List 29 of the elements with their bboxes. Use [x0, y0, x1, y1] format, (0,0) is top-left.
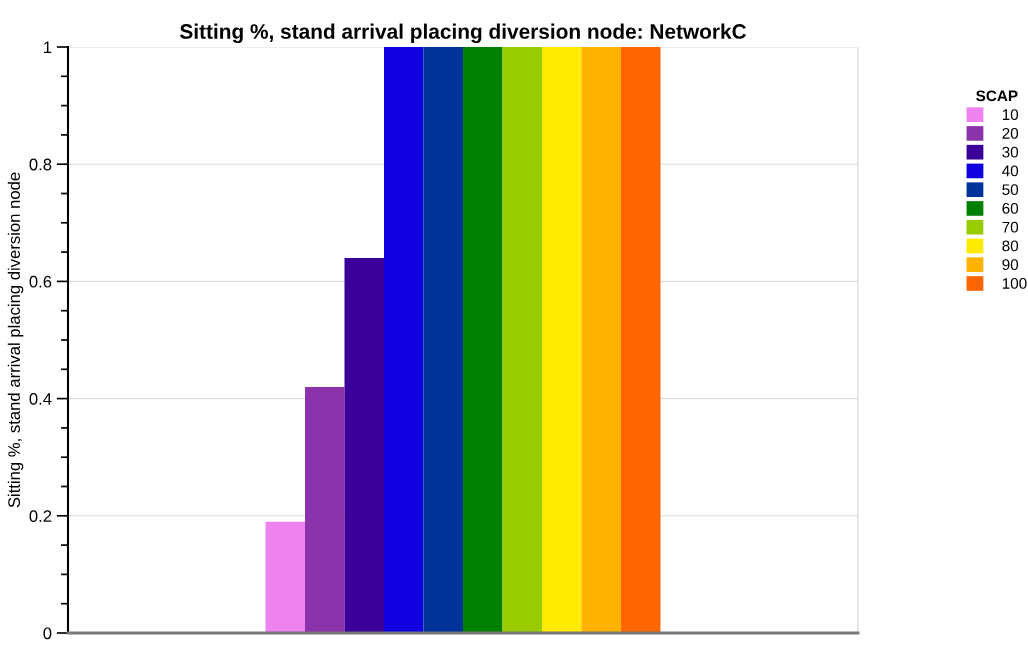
bar	[305, 386, 345, 633]
y-tick-label: 1	[44, 41, 52, 54]
y-axis-title: Sitting %, stand arrival placing diversion node	[7, 172, 24, 508]
legend-label: 50	[1002, 184, 1019, 196]
y-tick-label: 0.4	[29, 393, 52, 405]
y-tick-label: 0	[43, 627, 52, 640]
bar	[384, 47, 424, 633]
bar	[581, 47, 621, 633]
bar	[542, 47, 582, 633]
y-tick-label: 0.8	[29, 158, 52, 171]
y-tick-label: 0.6	[29, 275, 52, 288]
bar	[621, 47, 661, 633]
bar	[423, 47, 463, 633]
bar	[463, 47, 503, 633]
legend-label: 10	[1002, 109, 1019, 121]
legend-label: 90	[1002, 259, 1019, 271]
bar	[502, 47, 542, 633]
chart-title: Sitting %, stand arrival placing diversion node: NetworkC	[180, 23, 747, 44]
legend-label: 20	[1002, 127, 1019, 139]
legend-label: 60	[1002, 202, 1019, 214]
legend-label: 80	[1002, 240, 1019, 252]
legend-label: 70	[1002, 221, 1019, 233]
bar	[265, 521, 305, 633]
legend-title: SCAP	[976, 90, 1018, 102]
bar	[344, 257, 384, 633]
y-tick-label: 0.2	[29, 510, 52, 522]
legend-label: 100	[1002, 277, 1027, 289]
legend-label: 40	[1002, 165, 1019, 177]
legend-label: 30	[1002, 146, 1019, 158]
